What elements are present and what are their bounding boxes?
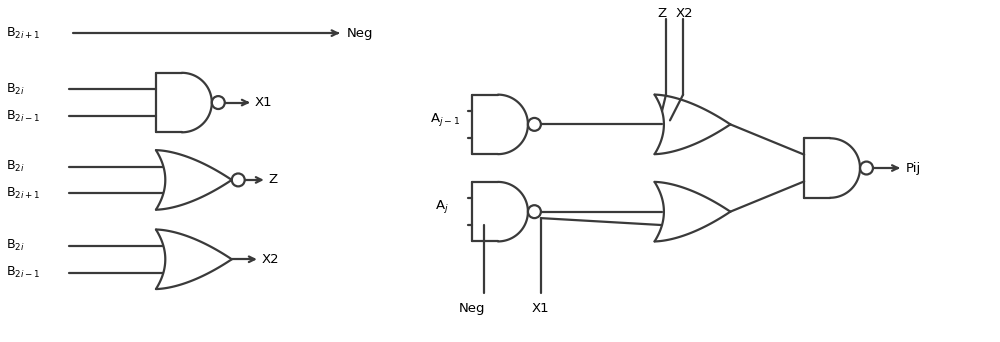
Text: B$_{2i-1}$: B$_{2i-1}$: [6, 265, 41, 280]
Text: X2: X2: [262, 253, 279, 266]
Text: B$_{2i}$: B$_{2i}$: [6, 159, 25, 174]
Text: Neg: Neg: [346, 27, 373, 40]
Text: Z: Z: [269, 173, 278, 186]
Text: Pij: Pij: [906, 161, 921, 174]
Text: Z: Z: [657, 7, 667, 20]
Text: Neg: Neg: [458, 302, 485, 315]
Text: X1: X1: [255, 96, 272, 109]
Text: B$_{2i+1}$: B$_{2i+1}$: [6, 26, 41, 41]
Text: B$_{2i}$: B$_{2i}$: [6, 82, 25, 97]
Text: B$_{2i-1}$: B$_{2i-1}$: [6, 108, 41, 123]
Text: X2: X2: [675, 7, 693, 20]
Text: A$_j$: A$_j$: [435, 198, 449, 215]
Text: B$_{2i+1}$: B$_{2i+1}$: [6, 186, 41, 201]
Text: B$_{2i}$: B$_{2i}$: [6, 238, 25, 253]
Text: X1: X1: [532, 302, 550, 315]
Text: A$_{j-1}$: A$_{j-1}$: [430, 111, 460, 128]
